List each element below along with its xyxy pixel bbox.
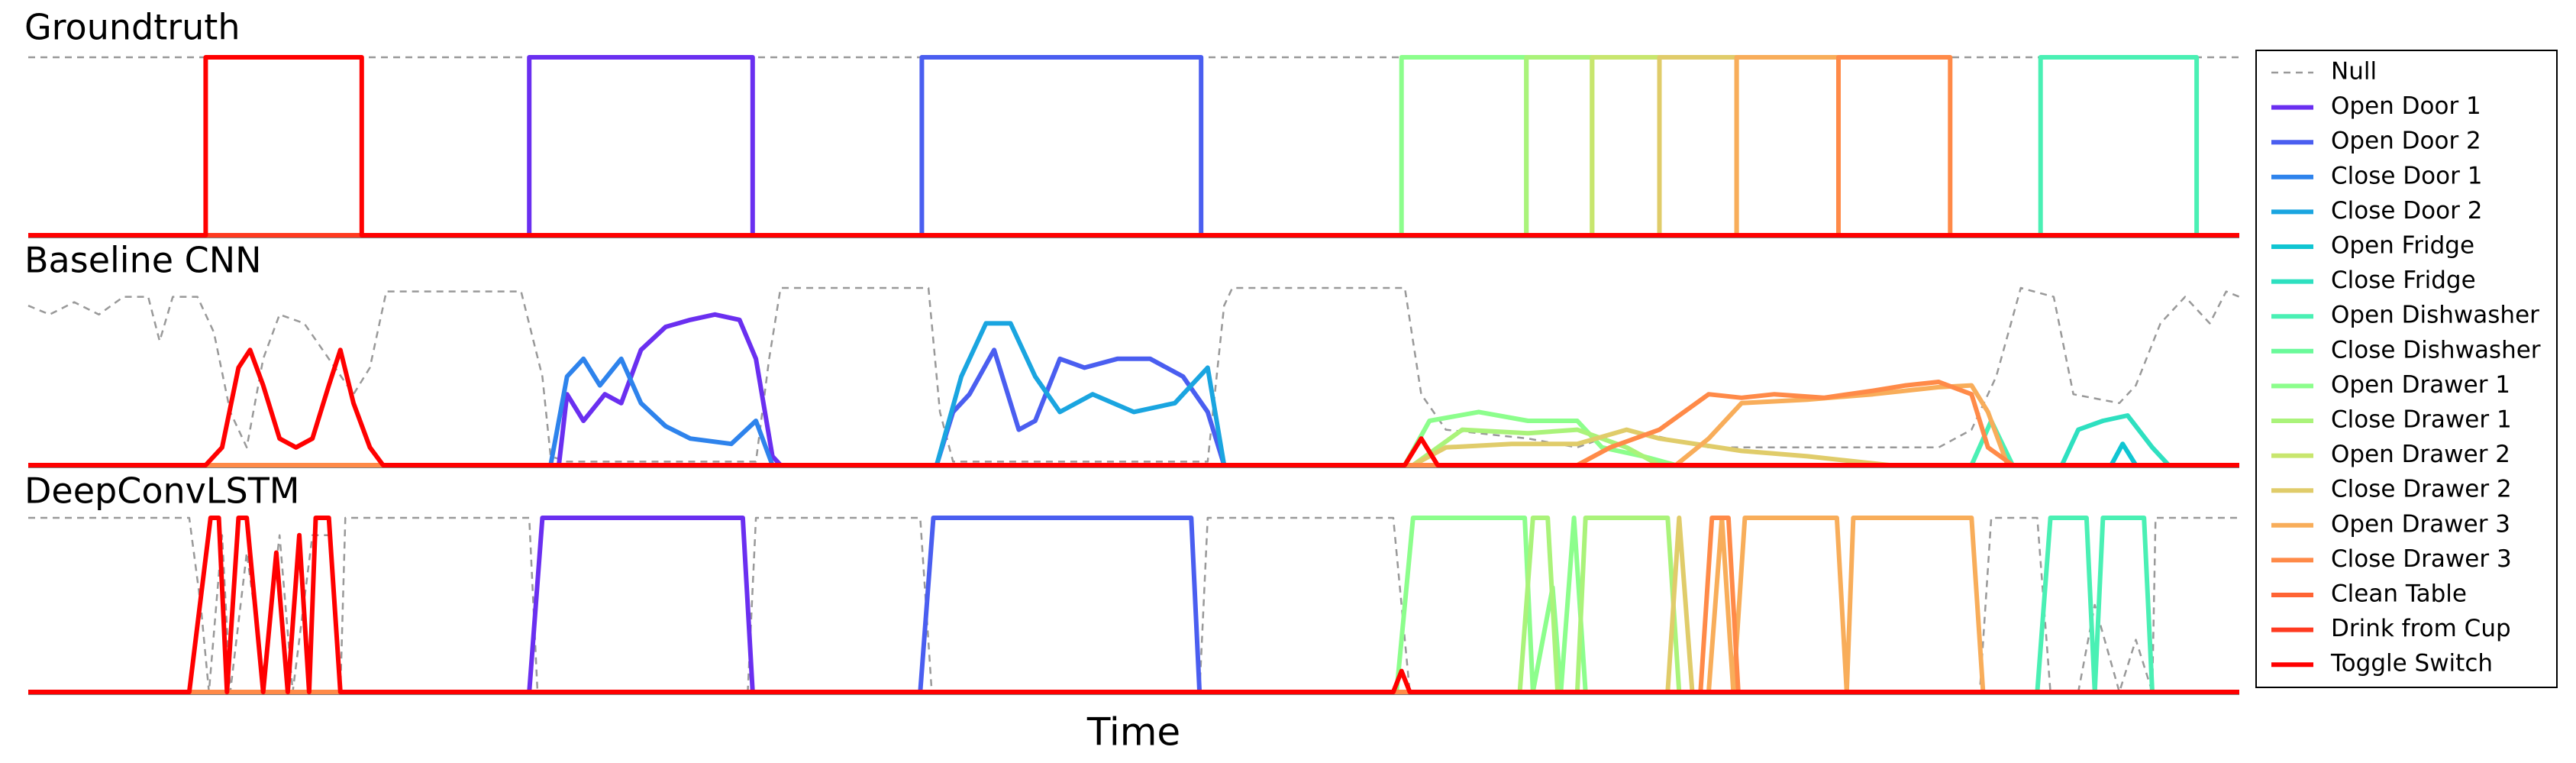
null-line — [28, 516, 2239, 693]
series-line — [28, 516, 2239, 694]
legend-label: Close Drawer 2 — [2331, 476, 2512, 503]
legend-label: Open Drawer 1 — [2331, 371, 2510, 399]
series-line — [28, 312, 2239, 467]
series-line — [28, 516, 2239, 694]
series-line — [28, 516, 2239, 694]
series-line — [28, 348, 2239, 467]
series-line — [28, 516, 2239, 694]
legend-label: Close Drawer 1 — [2331, 406, 2512, 434]
legend-label: Close Dishwasher — [2331, 336, 2541, 364]
legend-label: Close Fridge — [2331, 267, 2476, 294]
legend-label: Close Door 1 — [2331, 162, 2482, 189]
series-line — [28, 419, 2239, 467]
panel-title: Groundtruth — [24, 7, 240, 48]
x-axis-label: Time — [1086, 710, 1180, 755]
legend-label: Close Drawer 3 — [2331, 545, 2512, 573]
series-line — [28, 383, 2239, 467]
series-line — [28, 516, 2239, 694]
panel-title: Baseline CNN — [24, 240, 262, 281]
legend-label: Toggle Switch — [2330, 650, 2493, 677]
legend-label: Open Door 2 — [2331, 128, 2481, 155]
series-line — [28, 55, 2239, 238]
series-line — [28, 348, 2239, 467]
series-line — [28, 516, 2239, 694]
legend-label: Open Door 1 — [2331, 92, 2481, 120]
legend-label: Null — [2331, 58, 2377, 86]
panel-title: DeepConvLSTM — [24, 470, 299, 512]
series-line — [28, 516, 2239, 694]
legend-label: Drink from Cup — [2331, 615, 2511, 642]
series-line — [28, 413, 2239, 467]
series-line — [28, 356, 2239, 467]
legend-label: Open Drawer 3 — [2331, 510, 2510, 538]
series-line — [28, 427, 2239, 467]
series-line — [28, 516, 2239, 694]
legend-label: Open Dishwasher — [2331, 302, 2539, 329]
series-line — [28, 321, 2239, 467]
legend-box — [2255, 50, 2558, 688]
legend-label: Clean Table — [2331, 580, 2467, 608]
series-line — [28, 516, 2239, 694]
legend-label: Open Fridge — [2331, 232, 2474, 260]
series-line — [28, 380, 2239, 467]
null-line — [27, 286, 2240, 463]
legend-label: Close Door 2 — [2331, 197, 2482, 225]
legend-label: Open Drawer 2 — [2331, 441, 2510, 468]
